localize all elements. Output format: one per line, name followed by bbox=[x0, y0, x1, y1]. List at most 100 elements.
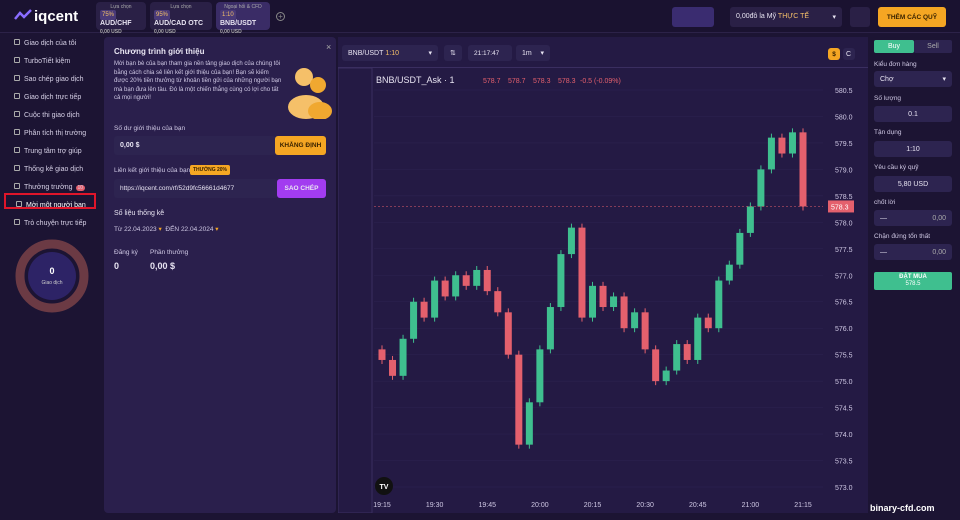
clock: 21:17:47 bbox=[468, 45, 512, 61]
y-tick-label: 574.0 bbox=[835, 432, 853, 439]
copy-button[interactable]: SAO CHÉP bbox=[277, 179, 326, 198]
y-tick-label: 580.0 bbox=[835, 114, 853, 121]
donut-ring bbox=[15, 239, 89, 313]
candle bbox=[515, 354, 523, 445]
order-type-value: Chợ bbox=[880, 75, 894, 83]
pair-select[interactable]: BNB/USDT 1:10 ▾ bbox=[342, 45, 438, 61]
buy-tab[interactable]: Buy bbox=[874, 40, 914, 53]
candle bbox=[410, 301, 418, 339]
trades-count: 0 bbox=[49, 266, 54, 276]
candle bbox=[704, 317, 712, 329]
settings-button[interactable]: ⇅ bbox=[444, 45, 462, 61]
interval: 1m bbox=[522, 49, 532, 57]
account-type: THỰC TẾ bbox=[777, 13, 810, 20]
menu-item[interactable]: Thống kê giao dịch bbox=[14, 165, 83, 173]
caret: ▾ bbox=[832, 14, 836, 21]
menu-icon bbox=[14, 57, 20, 63]
sell-tab[interactable]: Sell bbox=[914, 40, 952, 53]
watermark: binary-cfd.com bbox=[870, 503, 935, 513]
to-label: ĐẾN bbox=[165, 226, 180, 233]
balance-label: Số dư giới thiệu của bạn bbox=[114, 125, 186, 132]
y-tick-label: 577.5 bbox=[835, 247, 853, 254]
sl-value: 0,00 bbox=[932, 248, 946, 256]
donut-center bbox=[28, 252, 76, 300]
tab-badge: 95% bbox=[154, 10, 171, 20]
menu-label: Mời một người bạn bbox=[26, 202, 86, 209]
amount-label: Số lượng bbox=[874, 95, 902, 102]
candle bbox=[399, 338, 407, 376]
y-tick-label: 573.5 bbox=[835, 459, 853, 466]
close-button[interactable]: × bbox=[326, 42, 332, 52]
menu-label: Phân tích thị trường bbox=[24, 130, 87, 137]
to-date[interactable]: 22.04.2024 bbox=[180, 226, 214, 233]
margin-label: Yêu cầu ký quỹ bbox=[874, 164, 919, 171]
take-profit[interactable]: — 0,00 bbox=[874, 210, 952, 226]
menu-item[interactable]: Trung tâm trợ giúp bbox=[14, 147, 82, 155]
candle bbox=[473, 269, 481, 286]
candle bbox=[610, 296, 618, 308]
referral-link: https://iqcent.com/rf/52d9fc56661d4677 bbox=[114, 179, 278, 198]
currency-button[interactable]: $ bbox=[828, 48, 840, 60]
tab-badge: 1:10 bbox=[220, 10, 236, 20]
menu-item[interactable]: TurboTiết kiệm bbox=[14, 57, 70, 65]
profile-button[interactable] bbox=[850, 7, 870, 27]
stop-loss[interactable]: — 0,00 bbox=[874, 244, 952, 260]
menu-item[interactable]: Giao dịch của tôi bbox=[14, 39, 76, 47]
menu-icon bbox=[14, 75, 20, 81]
deposit-button[interactable]: THÊM CÁC QUỸ bbox=[878, 7, 946, 27]
menu-item[interactable]: Phân tích thị trường bbox=[14, 129, 86, 137]
candle bbox=[757, 169, 765, 207]
leverage: 1:10 bbox=[874, 141, 952, 157]
menu-item[interactable]: Sao chép giao dịch bbox=[14, 75, 84, 83]
x-tick-label: 21:15 bbox=[794, 502, 812, 509]
last-price-tag bbox=[828, 200, 854, 213]
date-range: Từ 22.04.2023 ▾ ĐẾN 22.04.2024 ▾ bbox=[114, 226, 219, 233]
submit-button[interactable]: ĐẶT MUA 578.5 bbox=[874, 272, 952, 290]
menu-item[interactable]: Trò chuyện trực tiếp bbox=[14, 219, 86, 227]
menu-item[interactable]: Giao dịch trực tiếp bbox=[14, 93, 81, 101]
price-axis-bg bbox=[823, 68, 868, 513]
balance-box[interactable]: 0,00đô la Mỹ THỰC TẾ ▾ bbox=[730, 7, 842, 27]
candle bbox=[725, 264, 733, 281]
highlight-box bbox=[4, 193, 96, 209]
tab-label: Ngoại hối & CFD bbox=[224, 4, 262, 10]
ohlc-h: 578.7 bbox=[508, 78, 526, 85]
from-label: Từ bbox=[114, 226, 123, 233]
order-type[interactable]: Chợ ▾ bbox=[874, 71, 952, 87]
from-date[interactable]: 22.04.2023 bbox=[124, 226, 157, 233]
y-tick-label: 576.0 bbox=[835, 326, 853, 333]
candle bbox=[767, 137, 775, 170]
ohlc-c: 578.3 bbox=[558, 78, 576, 85]
y-tick-label: 575.0 bbox=[835, 379, 853, 386]
tab-info: AUD/CHF 0,00 USD bbox=[100, 20, 132, 36]
candle bbox=[462, 275, 470, 286]
interval-select[interactable]: 1m ▾ bbox=[516, 45, 550, 61]
candle bbox=[567, 227, 575, 255]
amount[interactable]: 0.1 bbox=[874, 106, 952, 122]
mode-button[interactable]: C bbox=[843, 48, 855, 60]
menu-item[interactable]: Mời một người bạn bbox=[16, 201, 86, 209]
candle bbox=[694, 317, 702, 360]
tab[interactable]: Lựa chọn 75%AUD/CHF 0,00 USD bbox=[96, 2, 146, 35]
trades-donut: 0 Giao dịch bbox=[15, 239, 89, 313]
submit-label: ĐẶT MUA bbox=[899, 274, 927, 280]
menu-label: Giao dịch của tôi bbox=[24, 40, 77, 47]
gift-icon[interactable] bbox=[672, 7, 714, 27]
x-tick-label: 19:30 bbox=[426, 502, 444, 509]
y-tick-label: 575.5 bbox=[835, 353, 853, 360]
candle bbox=[546, 307, 554, 350]
x-tick-label: 20:30 bbox=[636, 502, 654, 509]
confirm-button[interactable]: KHẲNG ĐỊNH bbox=[275, 136, 326, 155]
x-tick-label: 19:15 bbox=[373, 502, 391, 509]
tab[interactable]: Lựa chọn 95%AUD/CAD OTC 0,00 USD bbox=[150, 2, 212, 35]
add-tab[interactable]: + bbox=[276, 12, 285, 21]
candle bbox=[799, 132, 807, 207]
candle bbox=[431, 280, 439, 318]
x-tick-label: 19:45 bbox=[478, 502, 496, 509]
tab[interactable]: Ngoại hối & CFD 1:10BNB/USDT 0,00 USD bbox=[216, 2, 270, 35]
x-tick-label: 21:00 bbox=[742, 502, 760, 509]
divider bbox=[338, 67, 868, 68]
menu-item[interactable]: Cuộc thi giao dịch bbox=[14, 111, 80, 119]
menu-item[interactable]: Thưởng trường 10 bbox=[14, 183, 86, 191]
tp-dash: — bbox=[880, 214, 887, 222]
